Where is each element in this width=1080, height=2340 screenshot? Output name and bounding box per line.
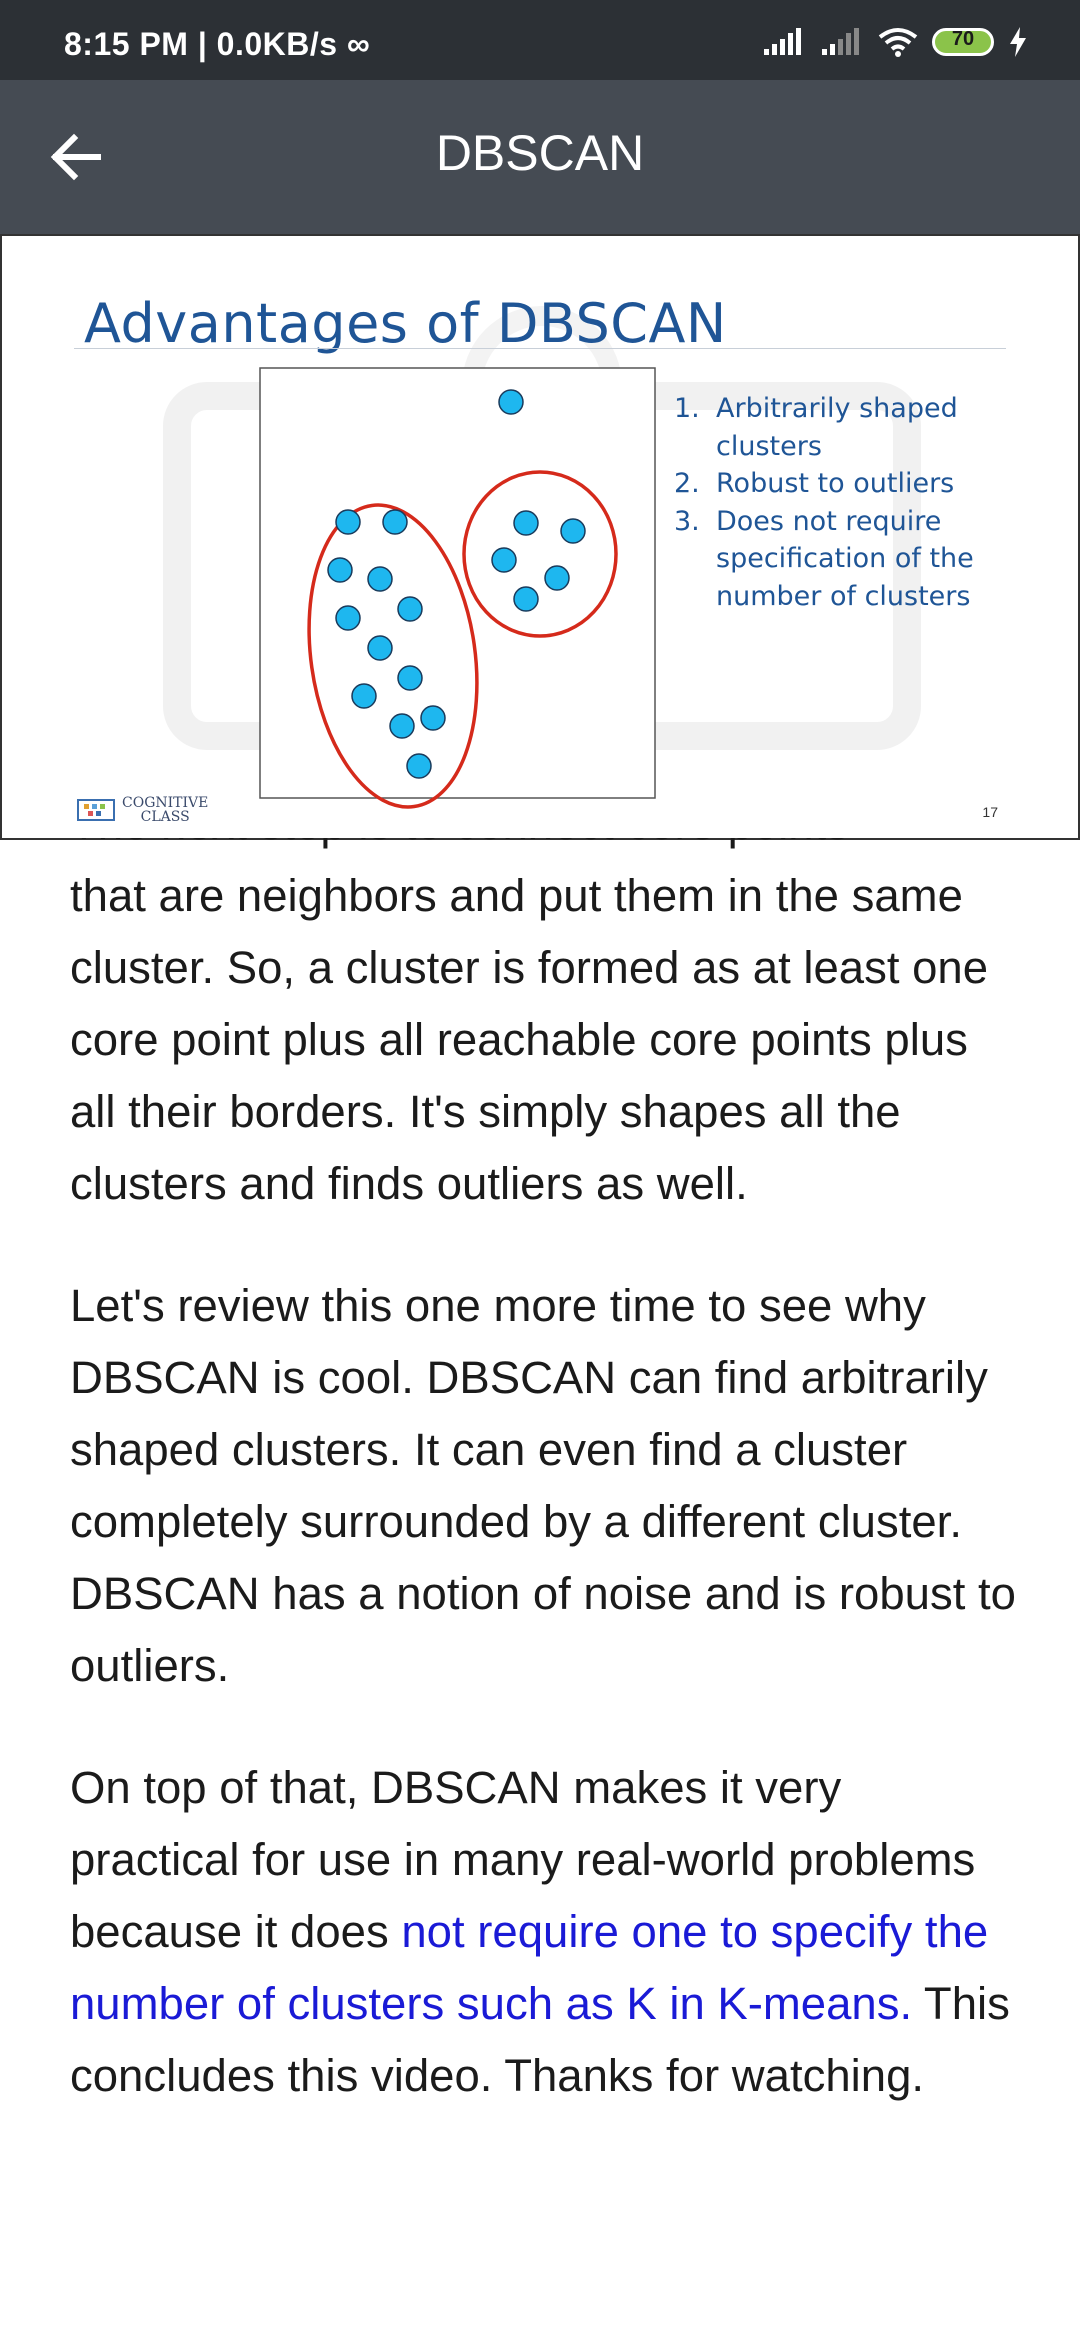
cluster-diagram (259, 367, 656, 809)
data-point (367, 635, 393, 661)
slide-title: Advantages of DBSCAN (84, 292, 727, 355)
data-point (389, 713, 415, 739)
battery-icon: 70 (932, 28, 994, 56)
charging-icon (1010, 27, 1026, 57)
transcript-highlight-link[interactable]: not require one to specify the number of… (70, 1906, 989, 2029)
book-logo-icon (77, 799, 115, 821)
outlier-point (498, 389, 524, 415)
transcript-clipped-line: The next step is to connect core points (70, 838, 1020, 860)
cluster-outline-right (462, 470, 618, 638)
logo-text: COGNITIVE CLASS (122, 795, 209, 825)
data-point (513, 586, 539, 612)
data-point (335, 605, 361, 631)
slide-list-item: 3. Does not require specification of the … (674, 505, 974, 612)
data-point (367, 566, 393, 592)
data-point (327, 557, 353, 583)
transcript-paragraph: On top of that, DBSCAN makes it very pra… (70, 1762, 1010, 2101)
slide-list-item: 2. Robust to outliers (674, 468, 955, 499)
data-point (420, 705, 446, 731)
wifi-icon (878, 28, 918, 57)
status-icons: 70 (762, 22, 1028, 62)
slide-page-number: 17 (982, 804, 998, 820)
signal-icon (822, 28, 859, 55)
slide-list-item: 1. Arbitrarily shaped clusters (674, 393, 958, 462)
transcript-paragraph: Let's review this one more time to see w… (70, 1280, 1016, 1691)
back-button[interactable] (38, 117, 118, 197)
data-point (560, 518, 586, 544)
data-point (397, 596, 423, 622)
transcript-paragraph: that are neighbors and put them in the s… (70, 870, 989, 1209)
data-point (513, 510, 539, 536)
cognitive-class-logo: COGNITIVE CLASS (76, 796, 208, 824)
status-time: 8:15 PM | 0.0KB/s ∞ (64, 26, 371, 62)
app-bar: DBSCAN (0, 80, 1080, 234)
data-point (544, 565, 570, 591)
data-point (382, 509, 408, 535)
data-point (335, 509, 361, 535)
slide-divider (74, 348, 1006, 349)
slide-image: Advantages of DBSCAN 1. Arbitrar (0, 234, 1080, 840)
arrow-left-icon (50, 133, 101, 181)
data-point (491, 547, 517, 573)
slide-list: 1. Arbitrarily shaped clusters 2. Robust t… (670, 390, 1010, 615)
transcript: The next step is to connect core points … (70, 838, 1020, 2162)
data-point (351, 683, 377, 709)
data-point (397, 665, 423, 691)
battery-level: 70 (951, 28, 975, 50)
signal-icon (764, 28, 801, 55)
cluster-outline-left (307, 503, 479, 809)
status-bar: 8:15 PM | 0.0KB/s ∞ 70 (0, 0, 1080, 80)
data-point (406, 753, 432, 779)
app-title: DBSCAN (435, 125, 645, 181)
